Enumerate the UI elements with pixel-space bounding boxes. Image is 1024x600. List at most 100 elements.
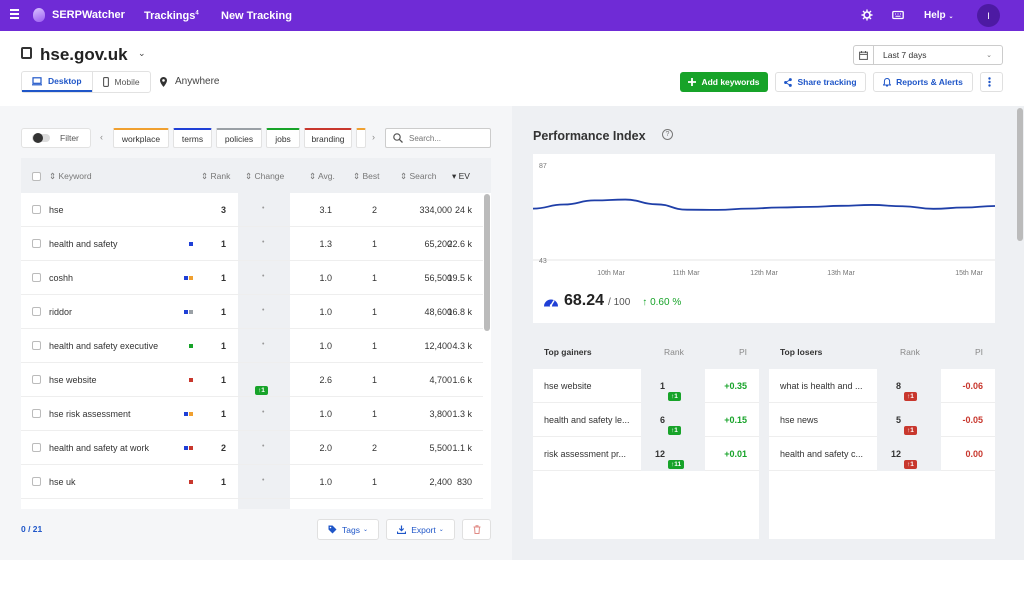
device-mobile-button[interactable]: Mobile bbox=[91, 72, 150, 92]
row-keyword[interactable]: coshh bbox=[49, 273, 74, 283]
table-scrollbar[interactable] bbox=[483, 193, 491, 509]
table-scroll-thumb[interactable] bbox=[484, 194, 490, 331]
col-best[interactable]: ⇕ Best bbox=[353, 171, 380, 181]
row-checkbox[interactable] bbox=[32, 307, 41, 316]
row-keyword[interactable]: hse uk bbox=[49, 477, 76, 487]
item-keyword[interactable]: what is health and ... bbox=[780, 381, 863, 391]
page-scroll-thumb[interactable] bbox=[1017, 108, 1023, 241]
row-keyword[interactable]: hse website bbox=[49, 375, 97, 385]
settings-icon[interactable] bbox=[861, 9, 873, 21]
list-item[interactable]: health and safety le... 6 ↑1 +0.15 bbox=[533, 403, 759, 437]
row-checkbox[interactable] bbox=[32, 205, 41, 214]
item-pi: +0.35 bbox=[724, 381, 747, 391]
row-keyword[interactable]: riddor bbox=[49, 307, 73, 317]
row-search: 2,400 bbox=[429, 477, 452, 487]
item-keyword[interactable]: hse website bbox=[544, 381, 592, 391]
col-change[interactable]: ⇕ Change bbox=[245, 171, 285, 181]
item-keyword[interactable]: health and safety c... bbox=[780, 449, 864, 459]
plus-icon bbox=[688, 78, 697, 86]
row-checkbox[interactable] bbox=[32, 409, 41, 418]
table-row[interactable]: health and safety at work 2 2.0 2 5,500 1.1 k… bbox=[21, 431, 483, 465]
device-desktop-button[interactable]: Desktop bbox=[22, 72, 92, 92]
table-row[interactable]: health and safety 1 1.3 1 65,200 22.6 k • bbox=[21, 227, 483, 261]
delete-button[interactable] bbox=[462, 519, 491, 540]
item-keyword[interactable]: health and safety le... bbox=[544, 415, 630, 425]
row-ev: 830 bbox=[456, 477, 472, 487]
page-scrollbar[interactable] bbox=[1016, 106, 1024, 560]
list-item[interactable]: hse news 5 ↑1 -0.05 bbox=[769, 403, 995, 437]
tag-policies[interactable]: policies bbox=[216, 128, 262, 148]
row-keyword[interactable]: health and safety bbox=[49, 239, 118, 249]
filter-toggle[interactable]: Filter bbox=[21, 128, 91, 148]
table-row[interactable]: hse uk 1 1.0 1 2,400 830 • bbox=[21, 465, 483, 499]
row-tag-flags bbox=[184, 276, 193, 280]
row-keyword[interactable]: health and safety at work bbox=[49, 443, 150, 453]
item-keyword[interactable]: hse news bbox=[780, 415, 819, 425]
table-row[interactable]: hse website 1 2.6 1 4,700 1.6 k ↑1 bbox=[21, 363, 483, 397]
col-ev[interactable]: ▾ EV bbox=[452, 171, 470, 181]
export-button[interactable]: Export ⌄ bbox=[386, 519, 455, 540]
site-title[interactable]: hse.gov.uk bbox=[40, 45, 128, 64]
date-range-select[interactable]: Last 7 days ⌄ bbox=[853, 45, 1003, 65]
col-search[interactable]: ⇕ Search bbox=[400, 171, 437, 181]
avatar[interactable]: I bbox=[977, 4, 1000, 27]
tag-truncated[interactable] bbox=[356, 128, 366, 148]
row-rank: 1 bbox=[220, 239, 226, 249]
table-row[interactable]: coshh 1 1.0 1 56,500 19.5 k • bbox=[21, 261, 483, 295]
row-checkbox[interactable] bbox=[32, 443, 41, 452]
nav-new-tracking[interactable]: New Tracking bbox=[221, 10, 292, 22]
list-item[interactable]: hse website 1 ↑1 +0.35 bbox=[533, 369, 759, 403]
menu-icon[interactable] bbox=[10, 9, 19, 21]
row-checkbox[interactable] bbox=[32, 341, 41, 350]
select-all-checkbox[interactable] bbox=[32, 172, 41, 181]
chevron-down-icon[interactable]: ⌄ bbox=[138, 48, 146, 58]
tag-flag bbox=[189, 276, 193, 280]
help-icon[interactable]: ? bbox=[662, 129, 673, 140]
col-rank[interactable]: ⇕ Rank bbox=[201, 171, 231, 181]
item-keyword[interactable]: risk assessment pr... bbox=[544, 449, 627, 459]
row-checkbox[interactable] bbox=[32, 477, 41, 486]
reports-alerts-button[interactable]: Reports & Alerts bbox=[873, 72, 973, 92]
list-item[interactable]: risk assessment pr... 12 ↑11 +0.01 bbox=[533, 437, 759, 471]
chevron-down-icon: ⌄ bbox=[438, 527, 444, 533]
add-keywords-button[interactable]: Add keywords bbox=[680, 72, 768, 92]
item-rank: 8 bbox=[895, 381, 901, 391]
table-row[interactable]: hse 3 3.1 2 334,000 24 k • bbox=[21, 193, 483, 227]
change-badge: ↑1 bbox=[904, 392, 917, 401]
date-range-label: Last 7 days bbox=[883, 50, 927, 60]
list-item[interactable]: health and safety c... 12 ↑1 0.00 bbox=[769, 437, 995, 471]
col-avg[interactable]: ⇕ Avg. bbox=[309, 171, 335, 181]
list-item[interactable]: what is health and ... 8 ↑1 -0.06 bbox=[769, 369, 995, 403]
help-menu[interactable]: Help ⌄ bbox=[924, 10, 953, 21]
table-row[interactable]: riddor 1 1.0 1 48,600 16.8 k • bbox=[21, 295, 483, 329]
tags-scroll-right-icon[interactable]: › bbox=[372, 132, 375, 142]
location-selector[interactable]: Anywhere bbox=[160, 76, 219, 87]
row-checkbox[interactable] bbox=[32, 273, 41, 282]
tag-branding[interactable]: branding bbox=[304, 128, 352, 148]
share-tracking-button[interactable]: Share tracking bbox=[775, 72, 866, 92]
table-row[interactable]: health and safety executive 1 1.0 1 12,400 4.… bbox=[21, 329, 483, 363]
tag-jobs[interactable]: jobs bbox=[266, 128, 300, 148]
row-checkbox[interactable] bbox=[32, 239, 41, 248]
item-rank: 5 bbox=[895, 415, 901, 425]
keyboard-icon[interactable] bbox=[892, 9, 904, 21]
tags-button[interactable]: Tags ⌄ bbox=[317, 519, 379, 540]
search-input[interactable] bbox=[409, 133, 489, 143]
performance-series-line bbox=[532, 198, 996, 211]
more-options-button[interactable] bbox=[980, 72, 1003, 92]
row-keyword[interactable]: hse risk assessment bbox=[49, 409, 131, 419]
row-keyword[interactable]: health and safety executive bbox=[49, 341, 159, 351]
nav-trackings[interactable]: Trackings4 bbox=[144, 10, 199, 22]
table-row[interactable]: hse risk assessment 1 1.0 1 3,800 1.3 k • bbox=[21, 397, 483, 431]
serpwatcher-logo-icon bbox=[33, 8, 45, 22]
col-keyword[interactable]: ⇕ Keyword bbox=[49, 171, 92, 181]
keyword-search[interactable] bbox=[385, 128, 491, 148]
tag-workplace[interactable]: workplace bbox=[113, 128, 169, 148]
tag-terms[interactable]: terms bbox=[173, 128, 212, 148]
brand[interactable]: SERPWatcher bbox=[33, 8, 125, 22]
row-best: 1 bbox=[371, 273, 377, 283]
tags-scroll-left-icon[interactable]: ‹ bbox=[100, 132, 103, 142]
row-checkbox[interactable] bbox=[32, 375, 41, 384]
toggle-switch[interactable] bbox=[32, 133, 50, 143]
row-keyword[interactable]: hse bbox=[49, 205, 64, 215]
